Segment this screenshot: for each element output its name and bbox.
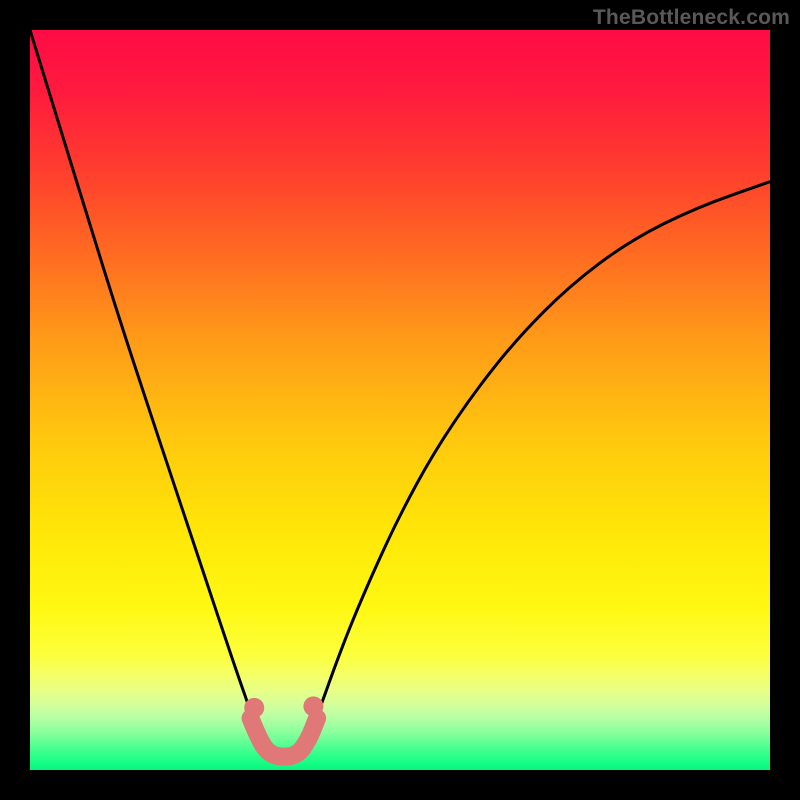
plot-area xyxy=(30,30,770,770)
bottleneck-chart xyxy=(30,30,770,770)
chart-frame: TheBottleneck.com xyxy=(0,0,800,800)
marker-dot xyxy=(244,698,264,718)
watermark-text: TheBottleneck.com xyxy=(593,6,790,30)
marker-dot xyxy=(303,696,323,716)
chart-background xyxy=(30,30,770,770)
